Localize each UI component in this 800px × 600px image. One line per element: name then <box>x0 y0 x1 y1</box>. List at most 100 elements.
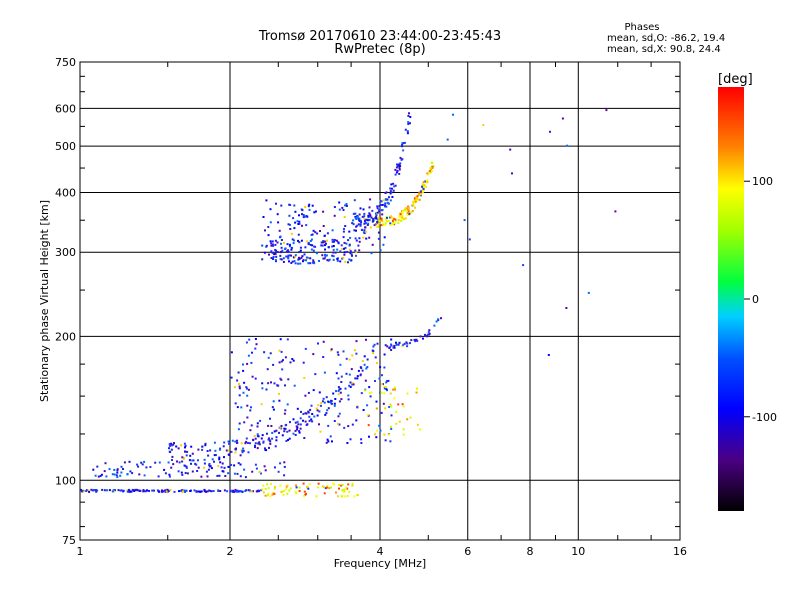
scatter-point <box>379 204 382 206</box>
scatter-point <box>401 214 404 217</box>
scatter-point <box>120 465 123 468</box>
scatter-point <box>379 391 381 394</box>
y-tick-label: 400 <box>55 186 76 199</box>
scatter-point <box>407 208 410 211</box>
scatter-point <box>366 366 369 369</box>
scatter-point <box>90 488 93 491</box>
scatter-point <box>380 217 383 220</box>
scatter-point <box>312 229 315 232</box>
scatter-point <box>185 465 188 468</box>
scatter-point <box>131 488 134 491</box>
scatter-point <box>284 427 287 430</box>
scatter-point <box>197 448 200 451</box>
scatter-point <box>365 218 368 221</box>
scatter-point <box>389 403 392 406</box>
scatter-point <box>395 411 398 414</box>
scatter-point <box>200 475 203 478</box>
scatter-point <box>374 216 377 219</box>
scatter-point <box>248 338 251 341</box>
scatter-point <box>294 210 297 213</box>
scatter-point <box>327 424 330 427</box>
scatter-point <box>381 374 383 377</box>
scatter-point <box>245 341 248 344</box>
scatter-point <box>153 489 155 492</box>
scatter-point <box>407 114 410 117</box>
scatter-point <box>292 418 295 421</box>
scatter-point <box>315 407 318 410</box>
x-axis-label: Frequency [MHz] <box>334 557 426 570</box>
scatter-point <box>356 224 359 227</box>
scatter-point <box>287 257 290 260</box>
scatter-point <box>386 380 389 383</box>
scatter-point <box>273 487 276 490</box>
scatter-point <box>340 381 343 383</box>
scatter-point <box>351 254 353 257</box>
scatter-point <box>409 116 412 118</box>
scatter-point <box>375 400 378 403</box>
scatter-point <box>333 483 336 486</box>
scatter-point <box>258 441 261 444</box>
colorbar-tick-label: -100 <box>752 411 777 424</box>
scatter-point <box>312 389 315 392</box>
scatter-point <box>129 470 132 473</box>
scatter-point <box>351 423 354 426</box>
colorbar <box>718 87 744 511</box>
scatter-point <box>272 408 275 411</box>
scatter-point <box>378 377 381 380</box>
scatter-point <box>238 387 241 390</box>
scatter-point <box>95 490 98 493</box>
scatter-point <box>403 217 406 220</box>
scatter-point <box>268 439 271 442</box>
scatter-point <box>329 435 332 438</box>
scatter-point <box>136 463 139 466</box>
scatter-point <box>250 361 253 364</box>
scatter-point <box>323 257 326 260</box>
scatter-point <box>140 461 143 464</box>
scatter-point <box>278 392 280 395</box>
scatter-point <box>311 233 314 236</box>
scatter-point <box>413 199 416 202</box>
scatter-point <box>370 391 373 394</box>
scatter-point <box>165 490 168 493</box>
scatter-point <box>145 466 148 469</box>
scatter-point <box>393 397 396 400</box>
scatter-point <box>246 394 249 397</box>
scatter-point <box>131 472 134 475</box>
scatter-point <box>428 332 431 335</box>
scatter-point <box>204 442 207 445</box>
scatter-point <box>224 475 227 477</box>
colorbar-tick-label: 100 <box>752 175 773 188</box>
scatter-point <box>269 417 271 420</box>
scatter-point <box>305 224 308 227</box>
scatter-point <box>325 254 328 257</box>
scatter-point <box>414 206 416 209</box>
scatter-point <box>392 189 395 192</box>
scatter-point <box>605 109 608 112</box>
scatter-point <box>389 216 392 219</box>
scatter-point <box>103 470 106 473</box>
scatter-point <box>397 343 400 346</box>
scatter-point <box>255 467 258 470</box>
scatter-point <box>319 430 322 433</box>
scatter-point <box>268 446 270 449</box>
scatter-point <box>350 253 353 256</box>
scatter-point <box>279 258 282 261</box>
scatter-point <box>237 462 240 465</box>
scatter-point <box>199 490 202 493</box>
scatter-point <box>331 229 334 232</box>
scatter-point <box>341 483 344 486</box>
scatter-point <box>237 371 240 374</box>
scatter-point <box>337 495 339 498</box>
scatter-point <box>236 439 238 442</box>
scatter-point <box>316 414 319 417</box>
scatter-point <box>236 489 239 492</box>
scatter-point <box>280 425 283 427</box>
scatter-point <box>354 237 357 240</box>
scatter-point <box>255 490 258 493</box>
scatter-point <box>271 437 274 440</box>
scatter-point <box>291 358 294 360</box>
scatter-point <box>273 253 276 256</box>
scatter-point <box>279 235 282 238</box>
y-tick-label: 500 <box>55 140 76 153</box>
scatter-point <box>85 490 88 492</box>
